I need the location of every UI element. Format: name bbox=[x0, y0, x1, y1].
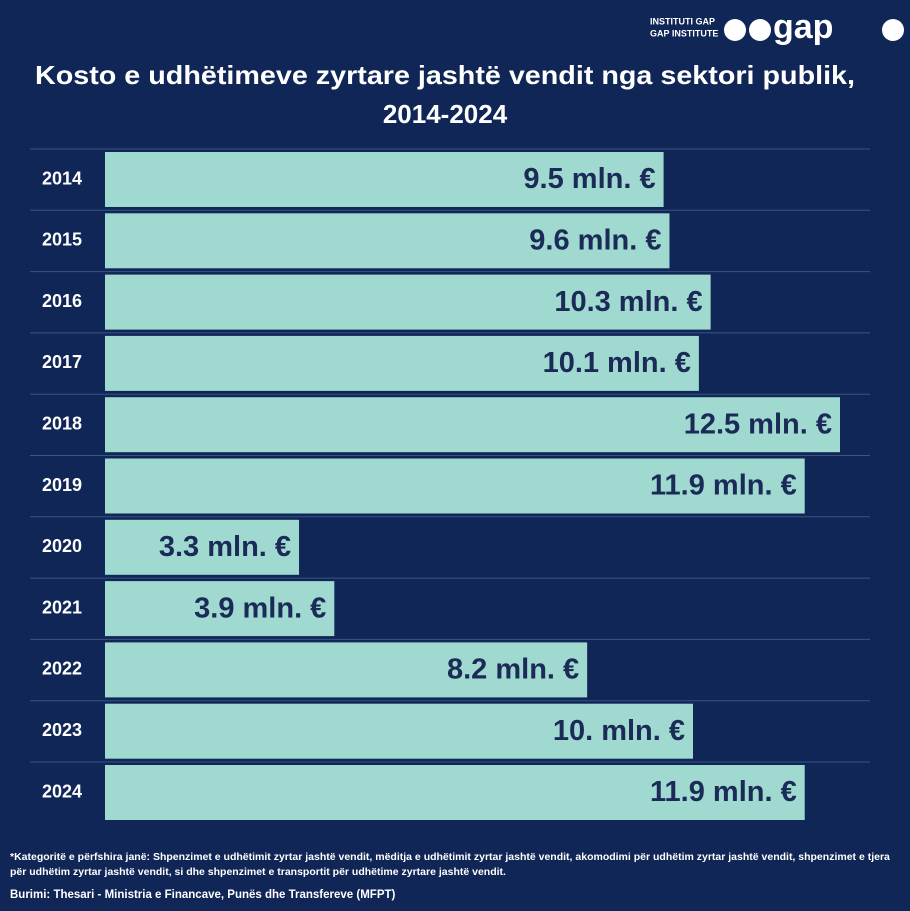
value-label: 10.3 mln. € bbox=[554, 286, 702, 318]
logo-dot bbox=[749, 19, 771, 41]
logo-dot bbox=[724, 19, 746, 41]
y-tick-label: 2020 bbox=[42, 536, 82, 556]
logo-line2: GAP INSTITUTE bbox=[650, 28, 718, 38]
value-label: 8.2 mln. € bbox=[447, 654, 579, 686]
value-label: 12.5 mln. € bbox=[684, 408, 832, 440]
y-tick-label: 2022 bbox=[42, 659, 82, 679]
value-label: 9.6 mln. € bbox=[529, 224, 661, 256]
value-label: 10.1 mln. € bbox=[543, 347, 691, 379]
bar bbox=[105, 703, 693, 759]
bar bbox=[105, 274, 711, 330]
y-tick-label: 2023 bbox=[42, 720, 82, 740]
logo-line1: INSTITUTI GAP bbox=[650, 16, 715, 26]
y-tick-label: 2017 bbox=[42, 352, 82, 372]
y-tick-label: 2015 bbox=[42, 230, 82, 250]
bar bbox=[105, 765, 805, 820]
value-label: 9.5 mln. € bbox=[523, 163, 655, 195]
value-label: 10. mln. € bbox=[553, 715, 685, 747]
chart: INSTITUTI GAP GAP INSTITUTE gap Kosto e … bbox=[30, 8, 904, 820]
y-tick-label: 2021 bbox=[42, 597, 82, 617]
source: Burimi: Thesari - Ministria e Financave,… bbox=[10, 889, 396, 901]
bar bbox=[105, 642, 588, 698]
bar bbox=[105, 152, 664, 207]
chart-title: Kosto e udhëtimeve zyrtare jashtë vendit… bbox=[35, 60, 855, 90]
bar bbox=[105, 581, 335, 637]
footnote: *Kategoritë e përfshira janë: Shpenzimet… bbox=[10, 851, 890, 878]
logo-dot bbox=[882, 19, 904, 41]
bar bbox=[105, 519, 300, 575]
y-tick-label: 2018 bbox=[42, 413, 82, 433]
y-tick-label: 2014 bbox=[42, 168, 82, 188]
logo-brand: gap bbox=[773, 8, 833, 46]
bar bbox=[105, 213, 670, 269]
bar bbox=[105, 458, 805, 514]
y-tick-label: 2016 bbox=[42, 291, 82, 311]
value-label: 3.9 mln. € bbox=[194, 592, 326, 624]
y-tick-label: 2024 bbox=[42, 781, 82, 801]
value-label: 11.9 mln. € bbox=[650, 470, 797, 502]
y-tick-label: 2019 bbox=[42, 475, 82, 495]
bar bbox=[105, 397, 840, 453]
bar bbox=[105, 335, 699, 391]
value-label: 11.9 mln. € bbox=[650, 776, 797, 808]
value-label: 3.3 mln. € bbox=[159, 531, 291, 563]
chart-title: 2014-2024 bbox=[383, 99, 508, 129]
